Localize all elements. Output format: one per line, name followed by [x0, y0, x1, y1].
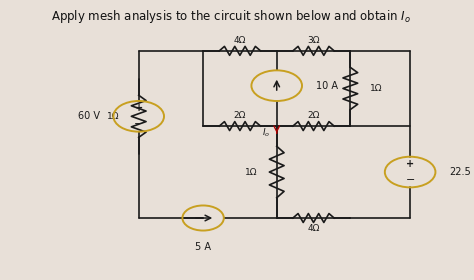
Text: 5 A: 5 A — [195, 242, 211, 252]
Text: 3Ω: 3Ω — [307, 36, 320, 45]
Text: −: − — [134, 119, 144, 129]
Text: 2Ω: 2Ω — [307, 111, 319, 120]
Text: Apply mesh analysis to the circuit shown below and obtain $I_o$: Apply mesh analysis to the circuit shown… — [51, 8, 410, 25]
Text: 22.5: 22.5 — [449, 167, 471, 177]
Text: 2Ω: 2Ω — [234, 111, 246, 120]
Text: 1Ω: 1Ω — [107, 112, 119, 121]
Text: 10 A: 10 A — [316, 81, 338, 91]
Text: +: + — [406, 159, 414, 169]
Text: 4Ω: 4Ω — [307, 224, 319, 233]
Text: 4Ω: 4Ω — [234, 36, 246, 45]
Text: 1Ω: 1Ω — [245, 167, 257, 177]
Text: −: − — [405, 175, 415, 185]
Text: $I_o$: $I_o$ — [263, 127, 271, 139]
Text: +: + — [135, 103, 143, 113]
Text: 1Ω: 1Ω — [370, 84, 382, 93]
Text: 60 V: 60 V — [78, 111, 100, 121]
